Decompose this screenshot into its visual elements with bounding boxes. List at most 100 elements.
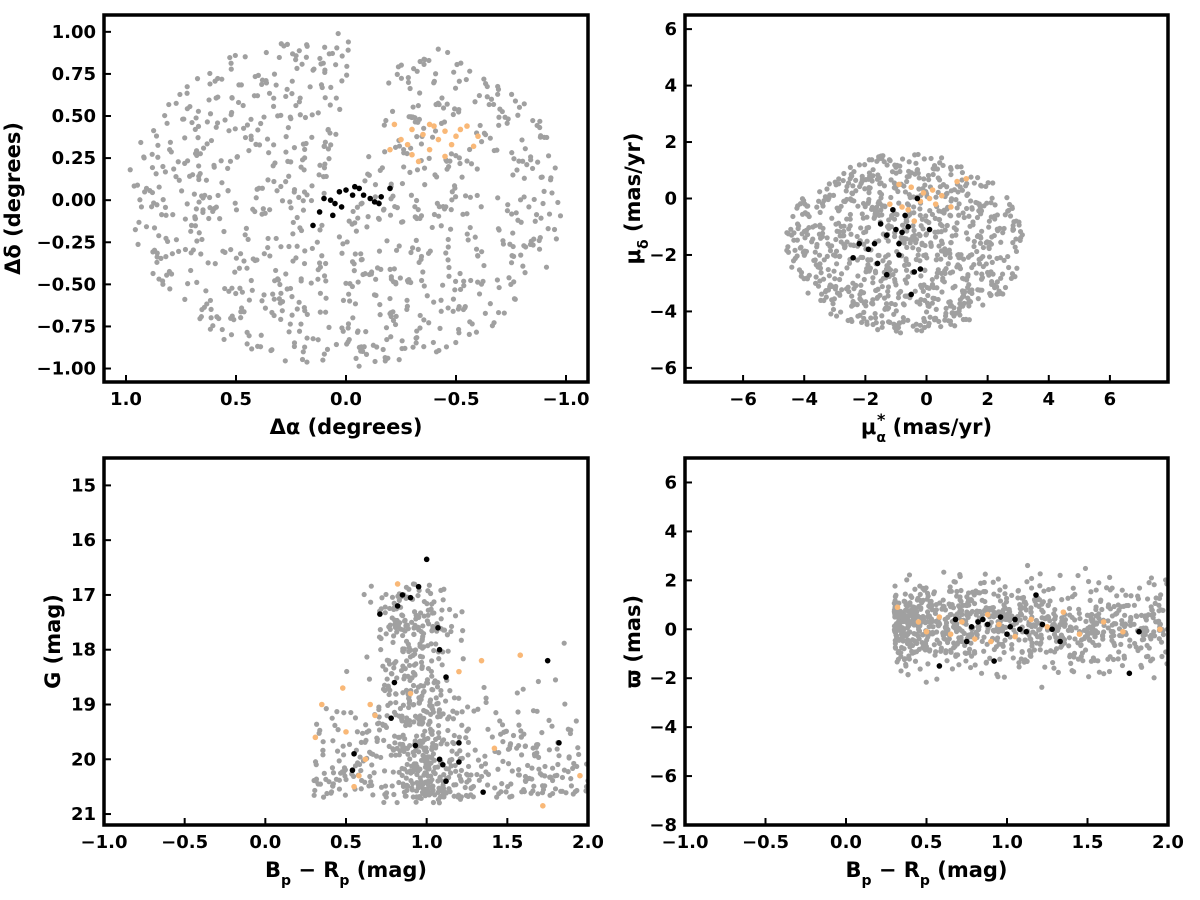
field-star-point (134, 182, 141, 188)
field-star-point (373, 276, 379, 282)
field-star-point (1018, 656, 1024, 662)
field-star-point (1034, 634, 1041, 640)
field-star-point (386, 743, 392, 749)
field-star-point (495, 766, 501, 772)
field-star-point (453, 782, 459, 788)
field-star-point (378, 606, 384, 612)
field-star-point (1052, 606, 1058, 613)
field-star-point (518, 734, 524, 740)
field-star-point (242, 134, 249, 141)
field-star-point (810, 236, 816, 242)
field-star-point (886, 225, 892, 231)
orange-member-point (356, 772, 362, 779)
field-star-point (429, 224, 435, 231)
field-star-point (164, 120, 170, 126)
field-star-point (518, 728, 524, 734)
field-star-point (912, 606, 918, 612)
field-star-point (924, 609, 931, 615)
field-star-point (418, 659, 425, 665)
field-star-point (166, 101, 172, 108)
field-star-point (539, 729, 545, 736)
field-star-point (799, 231, 805, 237)
field-star-point (937, 600, 943, 606)
field-star-point (546, 747, 552, 753)
orange-member-point (963, 175, 970, 182)
field-star-point (521, 175, 527, 181)
field-star-point (445, 236, 451, 243)
field-star-point (237, 251, 244, 257)
black-member-point (351, 750, 357, 757)
field-star-point (1019, 648, 1025, 655)
black-member-point (327, 197, 334, 203)
field-star-point (551, 226, 558, 233)
field-star-point (979, 287, 985, 293)
field-star-point (929, 211, 936, 218)
field-star-point (942, 227, 948, 233)
field-star-point (411, 631, 417, 637)
field-star-point (411, 752, 417, 758)
field-star-point (522, 270, 528, 276)
field-star-point (176, 177, 182, 183)
field-star-point (363, 737, 369, 744)
field-star-point (445, 648, 451, 654)
field-star-point (915, 624, 921, 630)
field-star-point (913, 240, 919, 246)
field-star-point (905, 317, 911, 323)
orange-member-point (947, 631, 954, 637)
field-star-point (817, 278, 823, 284)
y-axis-label: G (mag) (41, 594, 65, 689)
field-star-point (902, 612, 908, 618)
field-star-point (902, 277, 908, 283)
field-star-point (404, 622, 410, 628)
field-star-point (991, 591, 997, 597)
field-star-point (156, 184, 162, 190)
field-star-point (946, 601, 952, 607)
field-star-point (218, 158, 224, 164)
field-star-point (884, 162, 890, 168)
field-star-point (150, 270, 156, 277)
field-star-point (430, 751, 437, 757)
field-star-point (454, 710, 460, 716)
field-star-point (459, 709, 465, 715)
field-star-point (496, 791, 502, 797)
field-star-point (461, 278, 467, 284)
field-star-point (1128, 593, 1134, 599)
field-star-point (792, 247, 798, 253)
field-star-point (792, 255, 798, 261)
field-star-point (555, 761, 561, 768)
field-star-point (914, 167, 920, 173)
field-star-point (291, 340, 298, 346)
black-member-point (980, 616, 986, 623)
field-star-point (426, 792, 432, 798)
field-star-point (242, 232, 248, 238)
y-axis-label: Δδ (degrees) (1, 122, 25, 275)
field-star-point (313, 762, 319, 768)
field-star-point (916, 231, 922, 237)
field-star-point (946, 299, 952, 305)
field-star-point (508, 260, 515, 266)
field-star-point (548, 175, 554, 181)
field-star-point (1051, 611, 1057, 617)
field-star-point (829, 215, 835, 221)
field-star-point (171, 166, 177, 172)
field-star-point (904, 577, 910, 583)
field-star-point (817, 224, 823, 230)
y-tick-label: −8 (649, 815, 677, 836)
field-star-point (907, 609, 913, 616)
field-star-point (271, 95, 277, 101)
field-star-point (464, 211, 470, 217)
field-star-point (404, 782, 410, 788)
field-star-point (367, 773, 373, 780)
field-star-point (986, 272, 992, 278)
field-star-point (416, 695, 422, 701)
field-star-point (1007, 213, 1014, 219)
field-star-point (333, 62, 339, 68)
field-star-point (1083, 618, 1089, 624)
field-star-point (1122, 612, 1128, 618)
plot-area (127, 30, 564, 369)
field-star-point (206, 215, 212, 222)
field-star-point (309, 183, 315, 189)
field-star-point (285, 124, 291, 131)
field-star-point (899, 222, 906, 228)
